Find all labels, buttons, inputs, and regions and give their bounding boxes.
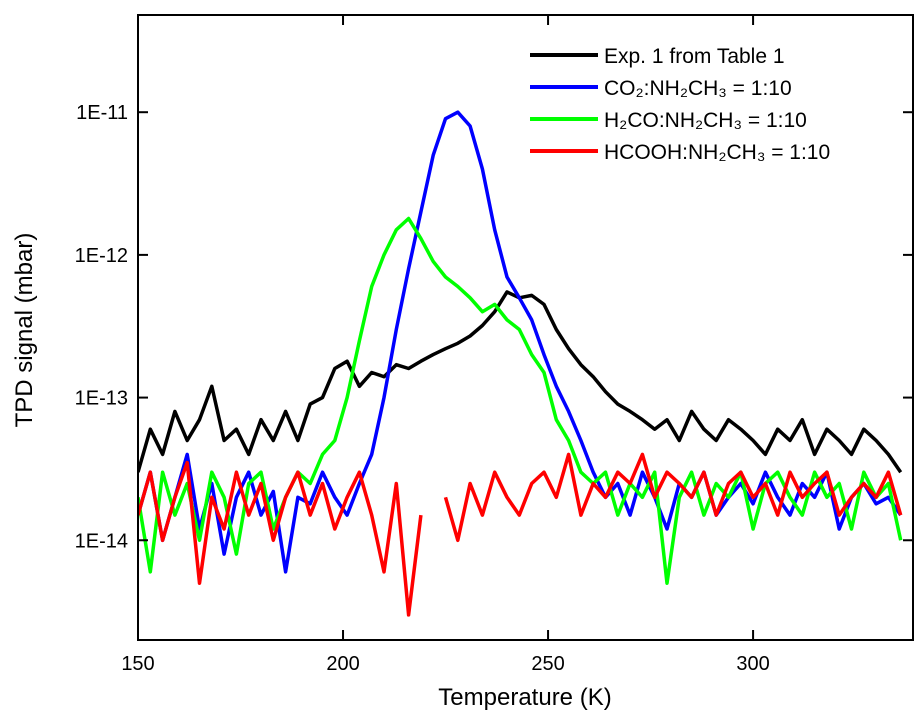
x-tick-label: 250 [531,653,564,675]
series-line [138,290,903,474]
y-tick-label: 1E-11 [76,102,128,124]
y-tick-label: 1E-13 [75,388,128,410]
x-tick-label: 150 [121,653,154,675]
x-axis-label: Temperature (K) [438,684,611,711]
series-line [138,216,903,585]
legend-label: Exp. 1 from Table 1 [604,45,785,68]
x-tick-label: 300 [736,653,769,675]
legend-label: CO₂:NH₂CH₃ = 1:10 [604,77,792,100]
legend-label: H₂CO:NH₂CH₃ = 1:10 [604,109,807,132]
plot-lines [138,110,903,617]
y-tick-label: 1E-14 [75,530,128,552]
y-tick-label: 1E-12 [75,245,128,267]
series-line [138,452,903,617]
legend-label: HCOOH:NH₂CH₃ = 1:10 [604,141,830,164]
plot-frame [137,14,914,641]
x-tick-label: 200 [326,653,359,675]
y-axis-label: TPD signal (mbar) [11,233,38,428]
